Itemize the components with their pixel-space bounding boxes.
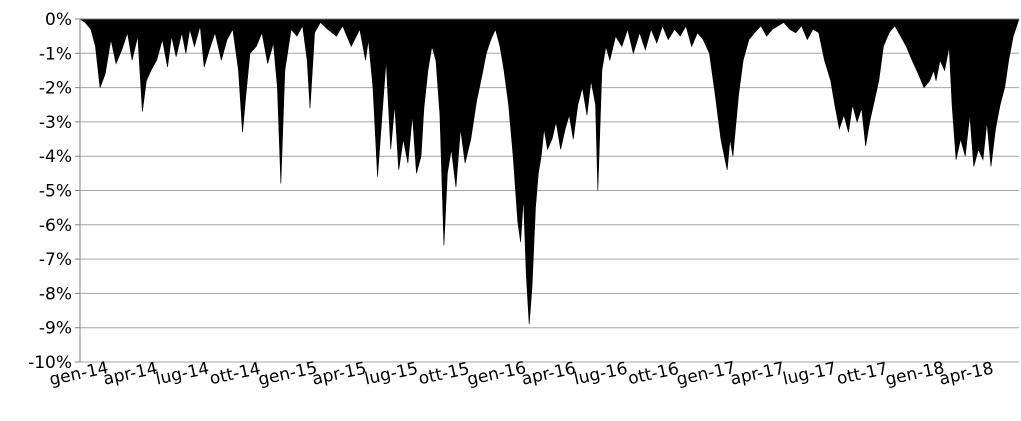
y-tick-label: 0%	[45, 10, 72, 30]
plot-area	[79, 18, 1020, 325]
x-axis-tick-labels: gen-14apr-14lug-14ott-14gen-15apr-15lug-…	[48, 358, 996, 390]
x-tick-label: lug-15	[363, 359, 420, 390]
x-tick-label: gen-15	[256, 358, 319, 390]
x-tick-label: ott-17	[835, 359, 890, 389]
x-tick-label: ott-16	[626, 359, 681, 389]
x-tick-label: apr-18	[938, 359, 996, 390]
y-tick-label: -10%	[28, 353, 72, 373]
x-tick-label: gen-16	[465, 358, 528, 390]
gridlines	[80, 52, 1019, 363]
x-tick-label: lug-14	[154, 359, 211, 390]
y-tick-label: -1%	[39, 44, 72, 64]
x-tick-label: apr-16	[520, 359, 578, 390]
y-tick-label: -2%	[39, 79, 72, 99]
y-tick-label: -9%	[39, 319, 72, 339]
y-tick-label: -3%	[39, 113, 72, 133]
y-tick-label: -5%	[39, 182, 72, 202]
axes	[75, 18, 1019, 363]
x-tick-label: apr-17	[729, 359, 787, 390]
x-tick-label: lug-17	[781, 359, 838, 390]
y-tick-label: -8%	[39, 284, 72, 304]
y-tick-label: -6%	[39, 216, 72, 236]
x-tick-label: ott-14	[208, 359, 263, 389]
x-tick-label: ott-15	[417, 359, 472, 389]
x-tick-label: gen-17	[675, 358, 738, 390]
drawdown-area-series	[79, 18, 1020, 325]
x-tick-label: apr-14	[102, 359, 160, 390]
x-tick-label: lug-16	[572, 359, 629, 390]
x-tick-label: apr-15	[310, 359, 368, 390]
y-axis-tick-labels: 0% -1% -2% -3% -4% -5% -6% -7% -8% -9% -10%	[28, 10, 72, 373]
y-tick-label: -7%	[39, 250, 72, 270]
x-tick-label: gen-18	[884, 358, 947, 390]
y-tick-label: -4%	[39, 147, 72, 167]
